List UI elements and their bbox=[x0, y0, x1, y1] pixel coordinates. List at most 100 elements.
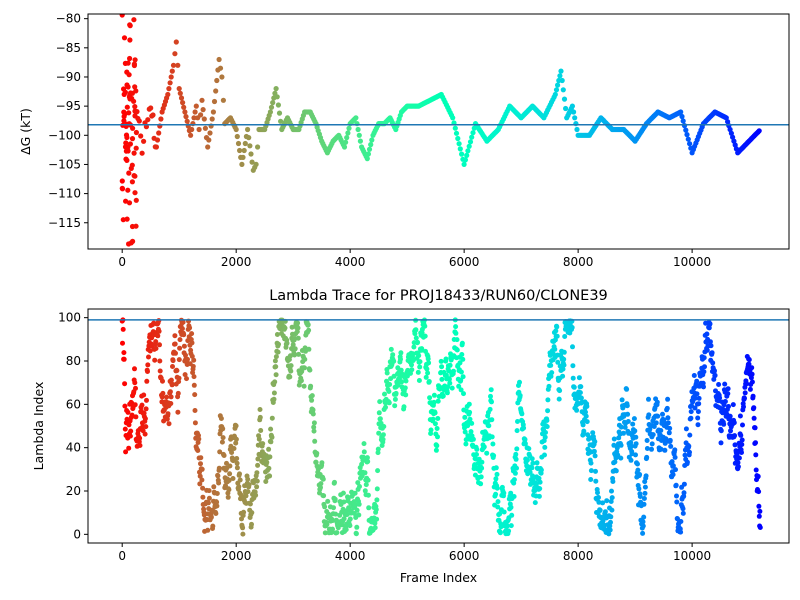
lambda-point bbox=[434, 426, 440, 431]
lambda-point bbox=[700, 380, 706, 386]
deltag-y-tick-label: −90 bbox=[56, 70, 81, 84]
lambda-x-axis-label: Frame Index bbox=[400, 570, 477, 585]
lambda-point bbox=[234, 465, 240, 471]
deltag-point bbox=[574, 126, 580, 133]
lambda-point bbox=[126, 422, 132, 428]
lambda-point bbox=[181, 332, 187, 338]
lambda-point bbox=[354, 524, 360, 530]
lambda-point bbox=[322, 530, 328, 536]
lambda-point bbox=[347, 523, 353, 529]
lambda-point bbox=[426, 379, 432, 384]
deltag-point bbox=[124, 216, 130, 222]
lambda-point bbox=[683, 426, 689, 432]
lambda-point bbox=[497, 530, 503, 536]
deltag-point bbox=[343, 139, 349, 145]
lambda-point bbox=[704, 331, 710, 337]
deltag-point bbox=[267, 109, 273, 115]
lambda-point bbox=[272, 358, 278, 364]
lambda-point bbox=[122, 426, 128, 432]
lambda-point bbox=[311, 424, 317, 430]
deltag-point bbox=[166, 86, 172, 92]
lambda-point bbox=[255, 456, 261, 462]
lambda-point bbox=[457, 360, 463, 366]
lambda-point bbox=[121, 350, 127, 356]
deltag-point bbox=[559, 77, 565, 84]
lambda-point bbox=[530, 460, 536, 466]
deltag-point bbox=[167, 80, 173, 86]
lambda-point bbox=[606, 531, 612, 537]
lambda-point bbox=[753, 452, 759, 458]
lambda-point bbox=[164, 394, 170, 400]
lambda-point bbox=[217, 449, 223, 455]
lambda-point bbox=[187, 325, 193, 331]
lambda-point bbox=[427, 395, 433, 401]
lambda-point bbox=[254, 470, 260, 476]
lambda-point bbox=[674, 493, 679, 499]
lambda-point bbox=[443, 356, 449, 362]
deltag-point bbox=[193, 103, 199, 109]
deltag-point bbox=[188, 132, 194, 138]
deltag-point bbox=[756, 128, 762, 134]
lambda-point bbox=[144, 378, 150, 384]
lambda-point bbox=[737, 413, 743, 419]
deltag-point bbox=[145, 117, 151, 123]
lambda-point bbox=[276, 341, 281, 347]
lambda-point bbox=[195, 448, 201, 453]
lambda-point bbox=[190, 363, 196, 369]
lambda-point bbox=[681, 490, 687, 496]
lambda-point bbox=[416, 353, 422, 359]
deltag-point bbox=[464, 152, 470, 158]
lambda-point bbox=[680, 510, 686, 516]
lambda-point bbox=[712, 372, 718, 378]
lambda-point bbox=[312, 438, 318, 444]
lambda-point bbox=[141, 392, 147, 398]
deltag-point bbox=[153, 144, 159, 150]
lambda-point bbox=[192, 408, 198, 413]
deltag-point bbox=[275, 102, 281, 108]
deltag-point bbox=[560, 87, 566, 93]
lambda-point bbox=[666, 430, 672, 436]
deltag-point bbox=[199, 97, 205, 103]
lambda-point bbox=[236, 484, 242, 490]
lambda-point bbox=[513, 451, 519, 457]
deltag-point bbox=[133, 88, 139, 94]
lambda-point bbox=[245, 489, 251, 495]
lambda-point bbox=[750, 393, 756, 399]
lambda-point bbox=[692, 395, 698, 401]
lambda-point bbox=[739, 450, 744, 455]
lambda-point bbox=[310, 411, 316, 417]
deltag-point bbox=[158, 116, 164, 122]
deltag-point bbox=[129, 179, 135, 185]
lambda-point bbox=[359, 461, 365, 467]
deltag-point bbox=[270, 100, 276, 106]
lambda-point bbox=[730, 402, 736, 408]
lambda-point bbox=[640, 530, 646, 536]
deltag-point bbox=[553, 87, 560, 93]
lambda-point bbox=[191, 357, 197, 363]
lambda-point bbox=[240, 531, 246, 537]
deltag-point bbox=[255, 144, 261, 150]
lambda-point bbox=[356, 512, 362, 518]
lambda-point bbox=[479, 465, 485, 471]
lambda-point bbox=[430, 416, 436, 422]
deltag-point bbox=[355, 126, 361, 133]
lambda-point bbox=[197, 481, 203, 487]
lambda-point bbox=[302, 365, 307, 371]
lambda-point bbox=[365, 492, 371, 498]
lambda-point bbox=[749, 379, 755, 385]
lambda-point bbox=[229, 450, 235, 455]
lambda-point bbox=[727, 413, 733, 419]
lambda-point bbox=[561, 349, 567, 355]
lambda-point bbox=[524, 457, 530, 463]
lambda-point bbox=[216, 480, 222, 486]
deltag-point bbox=[130, 125, 136, 131]
lambda-point bbox=[755, 473, 761, 479]
lambda-point bbox=[488, 387, 494, 393]
lambda-point bbox=[340, 490, 346, 496]
deltag-point bbox=[181, 104, 187, 110]
lambda-point bbox=[216, 465, 222, 471]
deltag-point bbox=[450, 115, 456, 121]
deltag-point bbox=[129, 136, 136, 142]
lambda-point bbox=[206, 488, 212, 494]
lambda-x-tick-label: 6000 bbox=[449, 549, 480, 563]
